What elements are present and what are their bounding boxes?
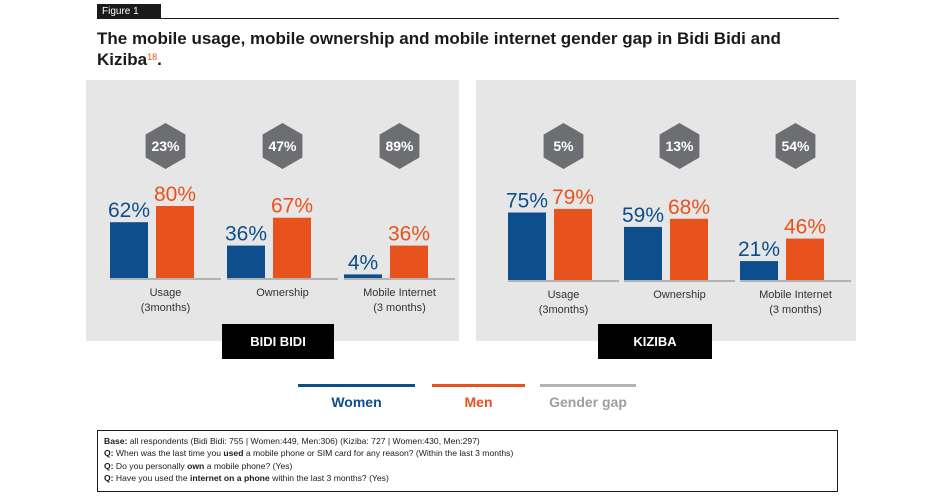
legend-women-swatch bbox=[298, 384, 415, 387]
figure-rule bbox=[161, 18, 839, 19]
category-sublabel: (3 months) bbox=[769, 304, 822, 316]
gender-gap-label: 5% bbox=[553, 138, 574, 154]
category-label: Mobile Internet bbox=[363, 287, 436, 299]
legend-gap: Gender gap bbox=[540, 384, 636, 410]
men-bar bbox=[156, 206, 194, 278]
gender-gap-hexagon bbox=[659, 123, 700, 169]
legend-men-label: Men bbox=[464, 394, 493, 410]
women-bar bbox=[624, 226, 662, 280]
women-value-label: 75% bbox=[506, 190, 548, 213]
note-base: Base: all respondents (Bidi Bidi: 755 | … bbox=[104, 436, 480, 446]
category-label: Ownership bbox=[653, 289, 706, 301]
men-bar bbox=[390, 245, 428, 278]
category-sublabel: (3 months) bbox=[373, 302, 426, 314]
chart-kiziba: 5% 75% 79% Usage (3months) 13% 59% 68% Ownership… bbox=[506, 123, 851, 316]
women-value-label: 21% bbox=[738, 238, 780, 261]
title-text: The mobile usage, mobile ownership and m… bbox=[97, 29, 781, 69]
gender-gap-hexagon bbox=[145, 123, 186, 169]
women-value-label: 62% bbox=[108, 199, 150, 222]
men-bar bbox=[670, 218, 708, 280]
gender-gap-label: 13% bbox=[665, 138, 694, 154]
site-label-bidibidi: BIDI BIDI bbox=[222, 324, 334, 359]
men-value-label: 79% bbox=[552, 186, 594, 209]
group-baseline bbox=[508, 280, 619, 282]
category-label: Mobile Internet bbox=[759, 289, 832, 301]
women-bar bbox=[740, 261, 778, 280]
men-value-label: 80% bbox=[154, 183, 196, 206]
women-value-label: 4% bbox=[348, 251, 378, 274]
women-value-label: 36% bbox=[225, 223, 267, 246]
women-bar bbox=[227, 245, 265, 278]
legend-men-swatch bbox=[432, 384, 525, 387]
group-baseline bbox=[227, 278, 338, 280]
men-bar bbox=[554, 208, 592, 280]
men-bar bbox=[273, 217, 311, 278]
group-baseline bbox=[624, 280, 735, 282]
gender-gap-label: 54% bbox=[781, 138, 810, 154]
title-footnote: 18 bbox=[147, 52, 158, 62]
women-bar bbox=[344, 274, 382, 278]
men-bar bbox=[786, 238, 824, 280]
gender-gap-label: 23% bbox=[151, 138, 180, 154]
note-q2: Q: Do you personally own a mobile phone?… bbox=[104, 460, 293, 471]
notes-box: Base: all respondents (Bidi Bidi: 755 | … bbox=[97, 430, 838, 492]
category-sublabel: (3months) bbox=[539, 304, 589, 316]
legend-women: Women bbox=[298, 384, 415, 410]
women-bar bbox=[508, 212, 546, 280]
gender-gap-label: 47% bbox=[268, 138, 297, 154]
women-bar bbox=[110, 222, 148, 278]
men-value-label: 68% bbox=[668, 196, 710, 219]
panel-kiziba: 5% 75% 79% Usage (3months) 13% 59% 68% Ownership… bbox=[476, 80, 856, 341]
category-label: Usage bbox=[548, 289, 580, 301]
legend-gap-label: Gender gap bbox=[549, 394, 627, 410]
figure-tag: Figure 1 bbox=[97, 4, 161, 19]
title-end: . bbox=[157, 50, 162, 69]
group-baseline bbox=[344, 278, 455, 280]
gender-gap-label: 89% bbox=[385, 138, 414, 154]
category-label: Usage bbox=[150, 287, 182, 299]
legend-gap-swatch bbox=[540, 384, 636, 387]
category-sublabel: (3months) bbox=[141, 302, 191, 314]
gender-gap-hexagon bbox=[543, 123, 584, 169]
note-q1: Q: When was the last time you used a mob… bbox=[104, 448, 514, 459]
men-value-label: 36% bbox=[388, 223, 430, 246]
men-value-label: 46% bbox=[784, 216, 826, 239]
gender-gap-hexagon bbox=[775, 123, 816, 169]
chart-bidibidi: 23%62%80%Usage(3months)47%36%67%Ownershi… bbox=[108, 123, 455, 314]
chart-title: The mobile usage, mobile ownership and m… bbox=[97, 28, 817, 70]
legend-men: Men bbox=[432, 384, 525, 410]
group-baseline bbox=[740, 280, 851, 282]
group-baseline bbox=[110, 278, 221, 280]
panel-bidibidi: 23% 62% 80% Usage (3months) 47% 36% 67% Ownershi… bbox=[86, 80, 459, 341]
women-value-label: 59% bbox=[622, 204, 664, 227]
legend-women-label: Women bbox=[331, 394, 382, 410]
men-value-label: 67% bbox=[271, 195, 313, 218]
category-label: Ownership bbox=[256, 287, 309, 299]
note-q3: Q: Have you used the internet on a phone… bbox=[104, 472, 389, 483]
site-label-kiziba: KIZIBA bbox=[598, 324, 712, 359]
gender-gap-hexagon bbox=[379, 123, 420, 169]
gender-gap-hexagon bbox=[262, 123, 303, 169]
